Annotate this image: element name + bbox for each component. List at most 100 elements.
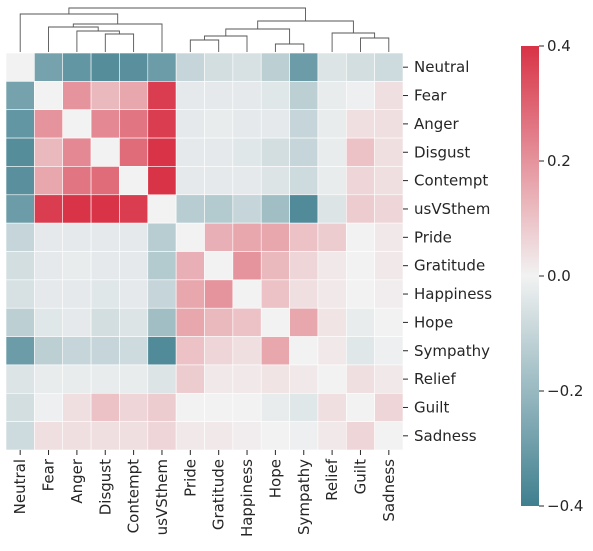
colorbar-gradient	[521, 46, 539, 506]
heatmap-cell-disgust-contempt	[119, 137, 149, 167]
heatmap-cell-anger-hope	[260, 109, 290, 139]
heatmap-cell-hope-relief	[317, 307, 347, 337]
colorbar-tick-label: 0.4	[547, 37, 571, 55]
row-labels: Neutral Fear Anger Disgust Contempt usVSthem P…	[403, 58, 492, 445]
colorbar-tick-label: 0.2	[547, 152, 571, 170]
heatmap-cell-gratitude-contempt	[119, 251, 149, 281]
heatmap-cell-sympathy-fear	[34, 336, 64, 366]
heatmap-cell-pride-guilt	[345, 222, 375, 252]
heatmap-cell-anger-relief	[317, 109, 347, 139]
heatmap-cell-neutral-hope	[260, 52, 290, 82]
heatmap-cell-sympathy-neutral	[5, 336, 35, 366]
heatmap-cell-anger-sadness	[374, 109, 404, 139]
heatmap-cell-anger-anger	[62, 109, 92, 139]
heatmap-cell-fear-neutral	[5, 81, 35, 111]
heatmap-cell-pride-fear	[34, 222, 64, 252]
heatmap-cell-disgust-guilt	[345, 137, 375, 167]
column-label-hope: Hope	[266, 459, 284, 498]
heatmap-cell-pride-happiness	[232, 222, 262, 252]
heatmap-cell-sadness-gratitude	[204, 421, 234, 451]
heatmap-cell-contempt-disgust	[90, 166, 120, 196]
heatmap-cell-relief-hope	[260, 364, 290, 394]
heatmap-cell-disgust-hope	[260, 137, 290, 167]
dendrogram-link	[331, 32, 376, 52]
row-label-fear: Fear	[414, 87, 447, 105]
heatmap-cell-fear-fear	[34, 81, 64, 111]
heatmap-cell-anger-fear	[34, 109, 64, 139]
heatmap-cell-disgust-usvsthem	[147, 137, 177, 167]
row-label-relief: Relief	[414, 370, 457, 388]
dendrogram-link	[19, 13, 119, 52]
heatmap-cell-happiness-fear	[34, 279, 64, 309]
heatmap-cell-anger-pride	[175, 109, 205, 139]
heatmap-cell-fear-guilt	[345, 81, 375, 111]
heatmap-cell-relief-contempt	[119, 364, 149, 394]
heatmap-cell-contempt-relief	[317, 166, 347, 196]
heatmap-cell-disgust-pride	[175, 137, 205, 167]
column-label-fear: Fear	[40, 458, 58, 491]
heatmap-cell-happiness-neutral	[5, 279, 35, 309]
row-label-anger: Anger	[414, 115, 460, 133]
heatmap-cell-gratitude-gratitude	[204, 251, 234, 281]
heatmap-cell-happiness-sympathy	[289, 279, 319, 309]
heatmap-cell-sadness-usvsthem	[147, 421, 177, 451]
heatmap-cell-hope-gratitude	[204, 307, 234, 337]
heatmap-cell-disgust-sadness	[374, 137, 404, 167]
column-label-disgust: Disgust	[96, 459, 114, 515]
heatmap-cell-fear-hope	[260, 81, 290, 111]
heatmap-cell-sadness-pride	[175, 421, 205, 451]
heatmap-cell-fear-gratitude	[204, 81, 234, 111]
heatmap-cell-relief-sadness	[374, 364, 404, 394]
heatmap-cell-fear-happiness	[232, 81, 262, 111]
heatmap-cell-neutral-gratitude	[204, 52, 234, 82]
heatmap-cell-usvsthem-hope	[260, 194, 290, 224]
heatmap-cell-neutral-relief	[317, 52, 347, 82]
heatmap-cell-disgust-neutral	[5, 137, 35, 167]
heatmap-cell-guilt-happiness	[232, 392, 262, 422]
heatmap-cell-pride-sympathy	[289, 222, 319, 252]
heatmap-cell-contempt-anger	[62, 166, 92, 196]
heatmap-cell-fear-usvsthem	[147, 81, 177, 111]
column-label-sadness: Sadness	[380, 459, 398, 522]
row-label-pride: Pride	[414, 228, 452, 246]
heatmap-cell-disgust-sympathy	[289, 137, 319, 167]
heatmap-cell-anger-happiness	[232, 109, 262, 139]
dendrogram-link	[189, 39, 220, 52]
heatmap-cell-hope-disgust	[90, 307, 120, 337]
heatmap-cell-disgust-anger	[62, 137, 92, 167]
heatmap-cell-hope-happiness	[232, 307, 262, 337]
heatmap-cell-gratitude-usvsthem	[147, 251, 177, 281]
heatmap-cell-anger-neutral	[5, 109, 35, 139]
heatmap-cell-sympathy-usvsthem	[147, 336, 177, 366]
row-label-gratitude: Gratitude	[414, 257, 485, 275]
heatmap-cell-contempt-fear	[34, 166, 64, 196]
heatmap-cell-relief-gratitude	[204, 364, 234, 394]
row-label-sadness: Sadness	[414, 427, 477, 445]
heatmap-cell-neutral-disgust	[90, 52, 120, 82]
heatmap-cell-contempt-usvsthem	[147, 166, 177, 196]
heatmap-cell-sympathy-relief	[317, 336, 347, 366]
row-label-contempt: Contempt	[414, 172, 488, 190]
heatmap-cell-pride-neutral	[5, 222, 35, 252]
heatmap-cell-fear-relief	[317, 81, 347, 111]
heatmap-cell-guilt-fear	[34, 392, 64, 422]
heatmap-cell-usvsthem-sadness	[374, 194, 404, 224]
column-label-anger: Anger	[68, 458, 86, 504]
column-label-guilt: Guilt	[351, 459, 369, 494]
heatmap-cell-guilt-contempt	[119, 392, 149, 422]
row-label-hope: Hope	[414, 313, 453, 331]
heatmap-cell-happiness-hope	[260, 279, 290, 309]
row-label-usvsthem: usVSthem	[414, 200, 490, 218]
column-label-neutral: Neutral	[11, 459, 29, 514]
column-label-usvsthem: usVSthem	[153, 459, 171, 535]
dendrogram-link	[274, 43, 305, 52]
heatmap-cell-happiness-usvsthem	[147, 279, 177, 309]
heatmap-cell-hope-sympathy	[289, 307, 319, 337]
heatmap-cells	[5, 52, 404, 451]
heatmap-cell-hope-pride	[175, 307, 205, 337]
heatmap-cell-fear-pride	[175, 81, 205, 111]
column-label-happiness: Happiness	[238, 459, 256, 537]
heatmap-cell-disgust-fear	[34, 137, 64, 167]
heatmap-cell-happiness-relief	[317, 279, 347, 309]
heatmap-cell-sadness-guilt	[345, 421, 375, 451]
